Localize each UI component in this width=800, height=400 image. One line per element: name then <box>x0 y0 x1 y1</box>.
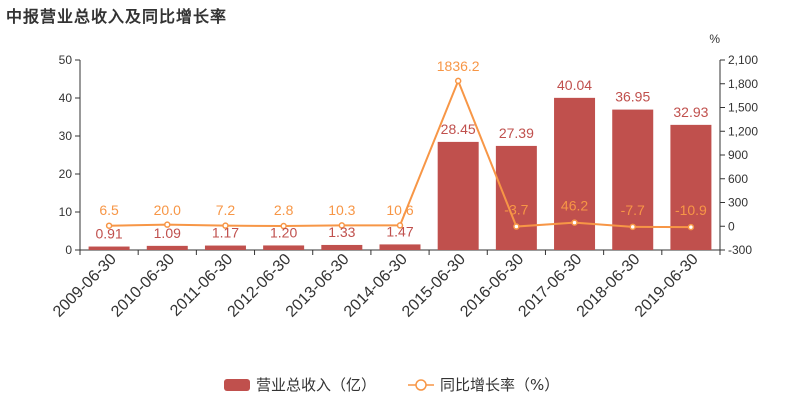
revenue-bar <box>204 245 246 250</box>
revenue-data-label: 1.17 <box>212 225 239 241</box>
x-tick-label: 2010-06-30 <box>108 251 178 321</box>
growth-rate-data-label: 10.3 <box>328 202 355 218</box>
revenue-data-label: 0.91 <box>95 226 122 242</box>
right-tick-label: 2,100 <box>728 53 758 67</box>
growth-rate-point <box>571 219 578 226</box>
growth-rate-point <box>164 221 171 228</box>
growth-rate-point <box>396 222 404 229</box>
growth-rate-point <box>513 223 520 230</box>
left-tick-label: 50 <box>59 53 73 67</box>
right-axis-unit: % <box>709 32 720 46</box>
chart-legend[interactable]: 营业总收入（亿） 同比增长率（%） <box>0 372 800 396</box>
revenue-data-label: 40.04 <box>557 77 592 93</box>
growth-rate-point <box>280 222 287 230</box>
legend-revenue-label[interactable]: 营业总收入（亿） <box>256 376 376 394</box>
revenue-data-label: 28.45 <box>441 121 476 137</box>
revenue-bar <box>146 245 188 250</box>
right-tick-label: 300 <box>728 196 748 210</box>
legend-growth-marker[interactable] <box>415 379 427 391</box>
growth-rate-data-label: 7.2 <box>216 202 236 218</box>
right-tick-label: 1,200 <box>728 124 758 138</box>
growth-rate-point <box>629 223 636 231</box>
growth-rate-point <box>222 222 229 229</box>
growth-rate-data-label: 46.2 <box>561 198 588 214</box>
growth-rate-data-label: -10.9 <box>675 202 707 218</box>
growth-rate-point <box>687 223 695 231</box>
revenue-data-label: 1.33 <box>328 224 355 240</box>
right-tick-label: 1,800 <box>728 77 758 91</box>
growth-rate-point <box>105 222 113 229</box>
right-tick-label: 900 <box>728 148 748 162</box>
growth-rate-data-label: 10.6 <box>386 202 413 218</box>
revenue-bar <box>554 97 596 251</box>
growth-rate-data-label: -3.7 <box>504 202 528 218</box>
chart-title: 中报营业总收入及同比增长率 <box>6 7 228 26</box>
revenue-data-label: 1.09 <box>154 225 181 241</box>
revenue-bar <box>263 245 305 250</box>
left-tick-label: 0 <box>65 243 72 257</box>
left-tick-label: 10 <box>59 205 73 219</box>
right-tick-label: -300 <box>728 243 752 257</box>
right-tick-label: 600 <box>728 172 748 186</box>
revenue-bar <box>495 145 537 250</box>
left-tick-label: 30 <box>59 129 73 143</box>
revenue-data-label: 32.93 <box>673 104 708 120</box>
combo-chart: 0 10 20 30 40 50 -300 0 300 600 900 1,200 1,500 1,800… <box>50 32 758 321</box>
growth-rate-data-label: 20.0 <box>154 202 181 218</box>
revenue-data-label: 1.47 <box>386 223 413 239</box>
revenue-data-label: 27.39 <box>499 125 534 141</box>
growth-rate-data-label: 1836.2 <box>437 58 480 74</box>
growth-rate-data-label: 6.5 <box>99 202 119 218</box>
growth-rate-point <box>338 222 346 229</box>
revenue-data-label: 1.20 <box>270 224 297 240</box>
right-tick-label: 1,500 <box>728 101 758 115</box>
revenue-bar <box>321 244 363 250</box>
left-tick-label: 40 <box>59 91 73 105</box>
x-tick-label: 2019-06-30 <box>632 251 702 321</box>
revenue-data-label: 36.95 <box>615 89 650 105</box>
legend-growth-label[interactable]: 同比增长率（%） <box>440 376 559 394</box>
revenue-bar <box>379 244 421 250</box>
revenue-bar <box>437 141 479 250</box>
growth-rate-data-label: -7.7 <box>621 202 645 218</box>
legend-revenue-swatch[interactable] <box>224 379 250 391</box>
growth-rate-point <box>454 77 462 85</box>
growth-rate-data-label: 2.8 <box>274 202 294 218</box>
revenue-bar <box>88 246 130 250</box>
left-tick-label: 20 <box>59 167 73 181</box>
right-tick-label: 0 <box>728 219 735 233</box>
revenue-bar <box>670 124 712 250</box>
